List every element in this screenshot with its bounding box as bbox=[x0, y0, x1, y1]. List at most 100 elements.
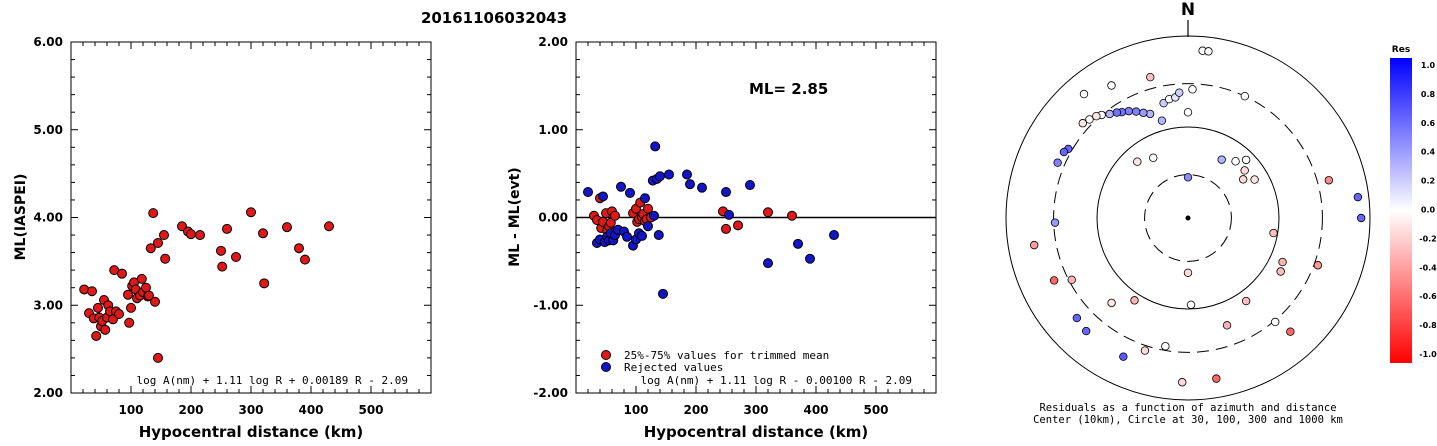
middle-point bbox=[637, 230, 647, 241]
middle-point bbox=[598, 191, 608, 202]
left-ticks: 2.00 3.00 4.00 5.00 6.00 100 200 300 400 500 bbox=[33, 35, 432, 417]
middle-ytick-label: 2.00 bbox=[538, 35, 568, 49]
left-xtick-label: 100 bbox=[118, 403, 143, 417]
polar-point bbox=[1124, 106, 1133, 116]
left-point bbox=[282, 222, 292, 233]
polar-point bbox=[1130, 296, 1139, 305]
polar-point bbox=[1105, 109, 1114, 119]
polar-point bbox=[1269, 228, 1278, 238]
left-point bbox=[259, 278, 270, 289]
middle-panel: -2.00 -1.00 0.00 1.00 2.00 100 200 300 400 500 ML… bbox=[507, 35, 937, 441]
middle-formula: log A(nm) + 1.11 log R - 0.00100 R - 2.0… bbox=[640, 374, 912, 387]
colorbar-tick-label: -1.0 bbox=[1419, 350, 1437, 359]
polar-point bbox=[1085, 115, 1094, 124]
polar-point bbox=[1324, 176, 1334, 185]
left-point bbox=[231, 251, 241, 262]
polar-point bbox=[1183, 268, 1193, 277]
polar-center bbox=[1185, 215, 1191, 221]
left-point bbox=[93, 302, 103, 313]
middle-point bbox=[640, 193, 650, 204]
polar-point bbox=[1178, 378, 1187, 387]
middle-xlabel: Hypocentral distance (km) bbox=[644, 423, 869, 441]
left-point bbox=[294, 243, 304, 254]
middle-point bbox=[653, 230, 664, 241]
polar-point bbox=[1059, 147, 1069, 157]
polar-point bbox=[1313, 261, 1323, 270]
polar-point bbox=[1139, 108, 1148, 118]
polar-ring-1000 bbox=[1005, 35, 1371, 401]
polar-point bbox=[1107, 81, 1116, 90]
polar-point bbox=[1183, 173, 1193, 182]
polar-point bbox=[1053, 158, 1062, 167]
middle-point bbox=[721, 223, 731, 234]
polar-point bbox=[1145, 109, 1155, 119]
left-point bbox=[195, 230, 205, 241]
legend-trimmed-marker bbox=[601, 350, 611, 360]
middle-point bbox=[664, 169, 674, 180]
polar-point bbox=[1078, 119, 1087, 128]
middle-ytick-label: -2.00 bbox=[533, 386, 568, 400]
middle-point bbox=[793, 238, 803, 249]
left-point bbox=[145, 243, 156, 254]
left-point bbox=[150, 296, 160, 307]
polar-point bbox=[1241, 155, 1251, 165]
polar-point bbox=[1217, 155, 1226, 164]
colorbar-title: Res bbox=[1392, 45, 1410, 55]
left-point bbox=[258, 228, 268, 239]
middle-xtick-label: 300 bbox=[743, 403, 768, 417]
polar-point bbox=[1186, 300, 1196, 309]
left-point bbox=[114, 309, 124, 320]
colorbar-tick-label: -0.8 bbox=[1419, 321, 1437, 330]
middle-point bbox=[655, 171, 665, 182]
colorbar-tick-label: 0.8 bbox=[1421, 90, 1436, 99]
polar-point bbox=[1276, 267, 1285, 276]
polar-point bbox=[1238, 175, 1248, 184]
left-point bbox=[246, 207, 256, 218]
polar-caption-1: Residuals as a function of azimuth and d… bbox=[1039, 402, 1336, 414]
polar-point bbox=[1204, 47, 1213, 56]
left-point bbox=[159, 230, 169, 241]
left-points bbox=[79, 207, 334, 363]
polar-ring-300 bbox=[1053, 83, 1323, 353]
polar-point bbox=[1278, 257, 1287, 267]
middle-point bbox=[745, 180, 755, 191]
left-point bbox=[124, 317, 135, 328]
colorbar-tick-label: 0.0 bbox=[1421, 206, 1436, 215]
middle-point bbox=[625, 187, 635, 198]
middle-xtick-label: 500 bbox=[863, 403, 888, 417]
polar-point bbox=[1092, 112, 1101, 121]
left-point bbox=[153, 237, 163, 248]
colorbar-tick-label: -0.4 bbox=[1419, 263, 1437, 272]
ml-value-label: ML= 2.85 bbox=[749, 80, 828, 98]
left-point bbox=[100, 324, 111, 335]
polar-ring-30 bbox=[1144, 174, 1232, 262]
colorbar-tick-label: 0.6 bbox=[1421, 119, 1436, 128]
figure-title: 20161106032043 bbox=[421, 9, 567, 27]
polar-point bbox=[1240, 91, 1250, 101]
left-point bbox=[216, 245, 226, 256]
middle-point bbox=[622, 231, 632, 242]
left-point bbox=[153, 352, 163, 363]
polar-point bbox=[1081, 326, 1091, 336]
middle-xtick-label: 100 bbox=[623, 403, 648, 417]
polar-point bbox=[1133, 157, 1142, 166]
polar-point bbox=[1107, 298, 1116, 308]
polar-point bbox=[1250, 175, 1259, 184]
polar-point bbox=[1112, 108, 1122, 117]
left-xtick-label: 300 bbox=[238, 403, 263, 417]
polar-point bbox=[1161, 342, 1170, 351]
middle-point bbox=[733, 220, 743, 231]
polar-point bbox=[1030, 240, 1039, 250]
middle-point bbox=[724, 209, 734, 220]
middle-ytick-label: 0.00 bbox=[538, 211, 568, 225]
left-point bbox=[91, 330, 102, 341]
polar-point bbox=[1356, 213, 1366, 223]
legend-rejected-marker bbox=[601, 362, 611, 372]
left-ylabel: ML(IASPEI) bbox=[13, 174, 29, 261]
polar-point bbox=[1222, 321, 1232, 330]
legend-trimmed-label: 25%-75% values for trimmed mean bbox=[624, 349, 829, 362]
middle-point bbox=[658, 288, 668, 299]
middle-point bbox=[643, 221, 653, 232]
middle-point bbox=[682, 169, 692, 180]
